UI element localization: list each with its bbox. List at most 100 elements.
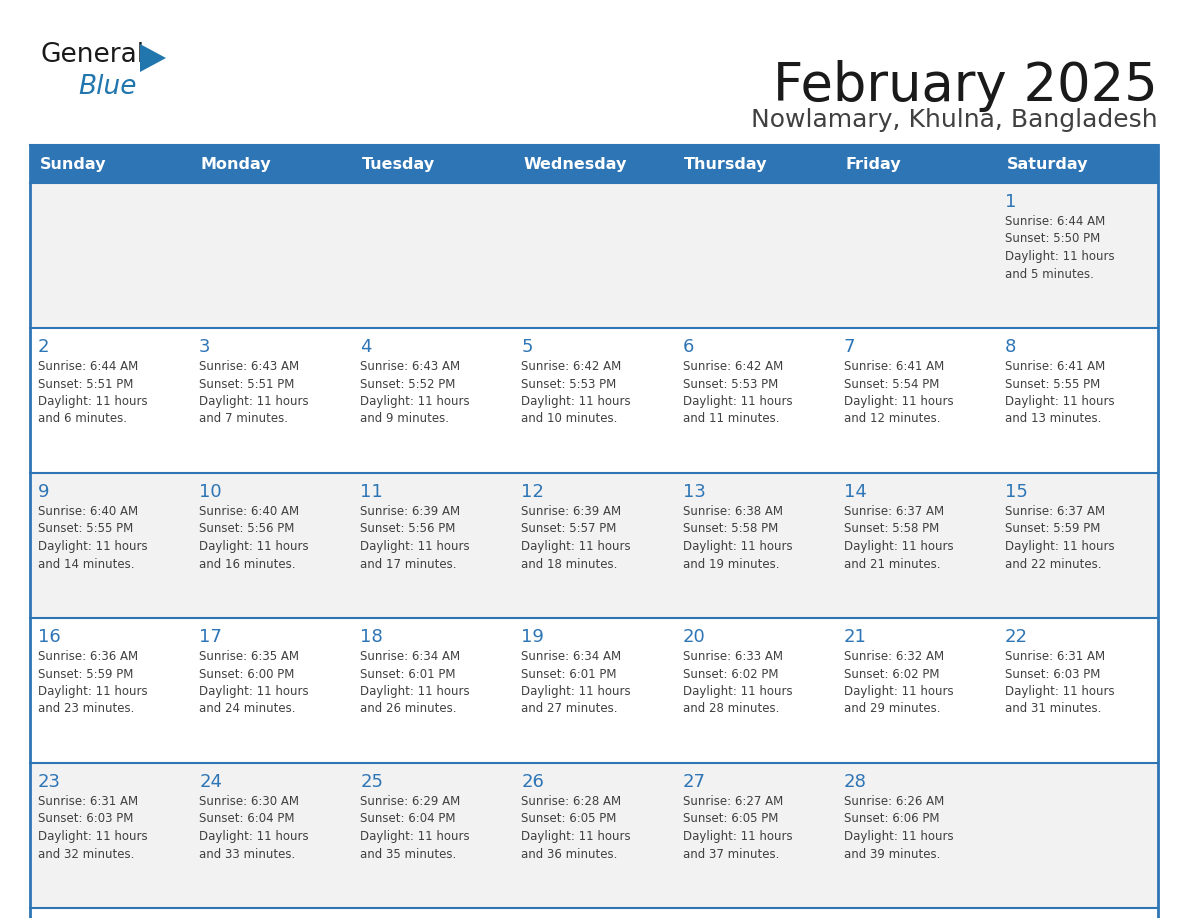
Text: 9: 9 (38, 483, 50, 501)
Text: Sunrise: 6:32 AM: Sunrise: 6:32 AM (843, 650, 943, 663)
Text: and 23 minutes.: and 23 minutes. (38, 702, 134, 715)
Text: Daylight: 11 hours: Daylight: 11 hours (1005, 395, 1114, 408)
Text: Daylight: 11 hours: Daylight: 11 hours (38, 540, 147, 553)
Text: Sunrise: 6:27 AM: Sunrise: 6:27 AM (683, 795, 783, 808)
Text: 7: 7 (843, 338, 855, 356)
Bar (997, 618, 1158, 763)
Text: and 19 minutes.: and 19 minutes. (683, 557, 779, 570)
Text: Sunrise: 6:38 AM: Sunrise: 6:38 AM (683, 505, 783, 518)
Text: Sunset: 5:56 PM: Sunset: 5:56 PM (360, 522, 456, 535)
Text: Wednesday: Wednesday (523, 156, 626, 172)
Text: Daylight: 11 hours: Daylight: 11 hours (1005, 685, 1114, 698)
Text: Sunrise: 6:26 AM: Sunrise: 6:26 AM (843, 795, 944, 808)
Text: and 14 minutes.: and 14 minutes. (38, 557, 134, 570)
Text: 23: 23 (38, 773, 61, 791)
Text: Sunrise: 6:34 AM: Sunrise: 6:34 AM (522, 650, 621, 663)
Text: Sunset: 6:02 PM: Sunset: 6:02 PM (683, 667, 778, 680)
Text: Sunset: 5:53 PM: Sunset: 5:53 PM (522, 377, 617, 390)
Bar (835, 183, 997, 328)
Text: Sunrise: 6:41 AM: Sunrise: 6:41 AM (1005, 360, 1105, 373)
Text: Daylight: 11 hours: Daylight: 11 hours (843, 685, 953, 698)
Bar (353, 328, 513, 473)
Bar (30, 618, 191, 763)
Bar (835, 618, 997, 763)
Text: and 32 minutes.: and 32 minutes. (38, 847, 134, 860)
Text: and 5 minutes.: and 5 minutes. (1005, 267, 1094, 281)
Bar (191, 618, 353, 763)
Bar (997, 328, 1158, 473)
Text: 15: 15 (1005, 483, 1028, 501)
Text: Sunset: 5:51 PM: Sunset: 5:51 PM (38, 377, 133, 390)
Bar (353, 473, 513, 618)
Bar (835, 473, 997, 618)
Text: 28: 28 (843, 773, 866, 791)
Text: Daylight: 11 hours: Daylight: 11 hours (360, 685, 470, 698)
Text: Sunrise: 6:44 AM: Sunrise: 6:44 AM (1005, 215, 1105, 228)
Text: Daylight: 11 hours: Daylight: 11 hours (360, 830, 470, 843)
Text: Sunrise: 6:31 AM: Sunrise: 6:31 AM (1005, 650, 1105, 663)
Bar (675, 618, 835, 763)
Text: Sunset: 5:51 PM: Sunset: 5:51 PM (200, 377, 295, 390)
Text: Monday: Monday (201, 156, 271, 172)
Bar (30, 145, 191, 183)
Text: 4: 4 (360, 338, 372, 356)
Text: and 27 minutes.: and 27 minutes. (522, 702, 618, 715)
Text: Sunrise: 6:40 AM: Sunrise: 6:40 AM (38, 505, 138, 518)
Text: Daylight: 11 hours: Daylight: 11 hours (522, 540, 631, 553)
Text: General: General (40, 42, 144, 68)
Text: 25: 25 (360, 773, 384, 791)
Text: and 13 minutes.: and 13 minutes. (1005, 412, 1101, 426)
Text: Daylight: 11 hours: Daylight: 11 hours (683, 685, 792, 698)
Text: Daylight: 11 hours: Daylight: 11 hours (200, 685, 309, 698)
Bar (513, 328, 675, 473)
Text: and 7 minutes.: and 7 minutes. (200, 412, 289, 426)
Text: and 17 minutes.: and 17 minutes. (360, 557, 456, 570)
Text: 1: 1 (1005, 193, 1016, 211)
Bar (835, 145, 997, 183)
Text: 5: 5 (522, 338, 533, 356)
Bar (30, 763, 191, 908)
Text: Sunrise: 6:30 AM: Sunrise: 6:30 AM (200, 795, 299, 808)
Text: Friday: Friday (846, 156, 901, 172)
Text: 21: 21 (843, 628, 866, 646)
Bar (30, 473, 191, 618)
Text: 3: 3 (200, 338, 210, 356)
Text: Sunset: 5:52 PM: Sunset: 5:52 PM (360, 377, 456, 390)
Bar (675, 183, 835, 328)
Text: Saturday: Saturday (1006, 156, 1088, 172)
Text: Blue: Blue (78, 74, 137, 100)
Text: 12: 12 (522, 483, 544, 501)
Text: and 35 minutes.: and 35 minutes. (360, 847, 456, 860)
Text: and 39 minutes.: and 39 minutes. (843, 847, 940, 860)
Text: 14: 14 (843, 483, 866, 501)
Bar (997, 473, 1158, 618)
Text: Daylight: 11 hours: Daylight: 11 hours (200, 830, 309, 843)
Text: and 9 minutes.: and 9 minutes. (360, 412, 449, 426)
Text: Daylight: 11 hours: Daylight: 11 hours (683, 540, 792, 553)
Text: Sunset: 6:05 PM: Sunset: 6:05 PM (522, 812, 617, 825)
Text: Sunrise: 6:35 AM: Sunrise: 6:35 AM (200, 650, 299, 663)
Text: Daylight: 11 hours: Daylight: 11 hours (200, 540, 309, 553)
Text: 20: 20 (683, 628, 706, 646)
Text: Sunrise: 6:29 AM: Sunrise: 6:29 AM (360, 795, 461, 808)
Text: Sunset: 5:54 PM: Sunset: 5:54 PM (843, 377, 939, 390)
Text: and 6 minutes.: and 6 minutes. (38, 412, 127, 426)
Text: Daylight: 11 hours: Daylight: 11 hours (1005, 250, 1114, 263)
Text: 22: 22 (1005, 628, 1028, 646)
Text: Sunset: 6:01 PM: Sunset: 6:01 PM (360, 667, 456, 680)
Text: Sunset: 5:59 PM: Sunset: 5:59 PM (38, 667, 133, 680)
Bar (675, 328, 835, 473)
Bar (191, 145, 353, 183)
Text: Daylight: 11 hours: Daylight: 11 hours (683, 395, 792, 408)
Text: 18: 18 (360, 628, 383, 646)
Text: Sunrise: 6:33 AM: Sunrise: 6:33 AM (683, 650, 783, 663)
Bar (835, 328, 997, 473)
Text: Sunset: 6:02 PM: Sunset: 6:02 PM (843, 667, 940, 680)
Text: Sunset: 6:06 PM: Sunset: 6:06 PM (843, 812, 940, 825)
Text: Sunrise: 6:28 AM: Sunrise: 6:28 AM (522, 795, 621, 808)
Bar (353, 183, 513, 328)
Text: Sunrise: 6:42 AM: Sunrise: 6:42 AM (683, 360, 783, 373)
Text: Thursday: Thursday (684, 156, 767, 172)
Text: 2: 2 (38, 338, 50, 356)
Text: and 33 minutes.: and 33 minutes. (200, 847, 296, 860)
